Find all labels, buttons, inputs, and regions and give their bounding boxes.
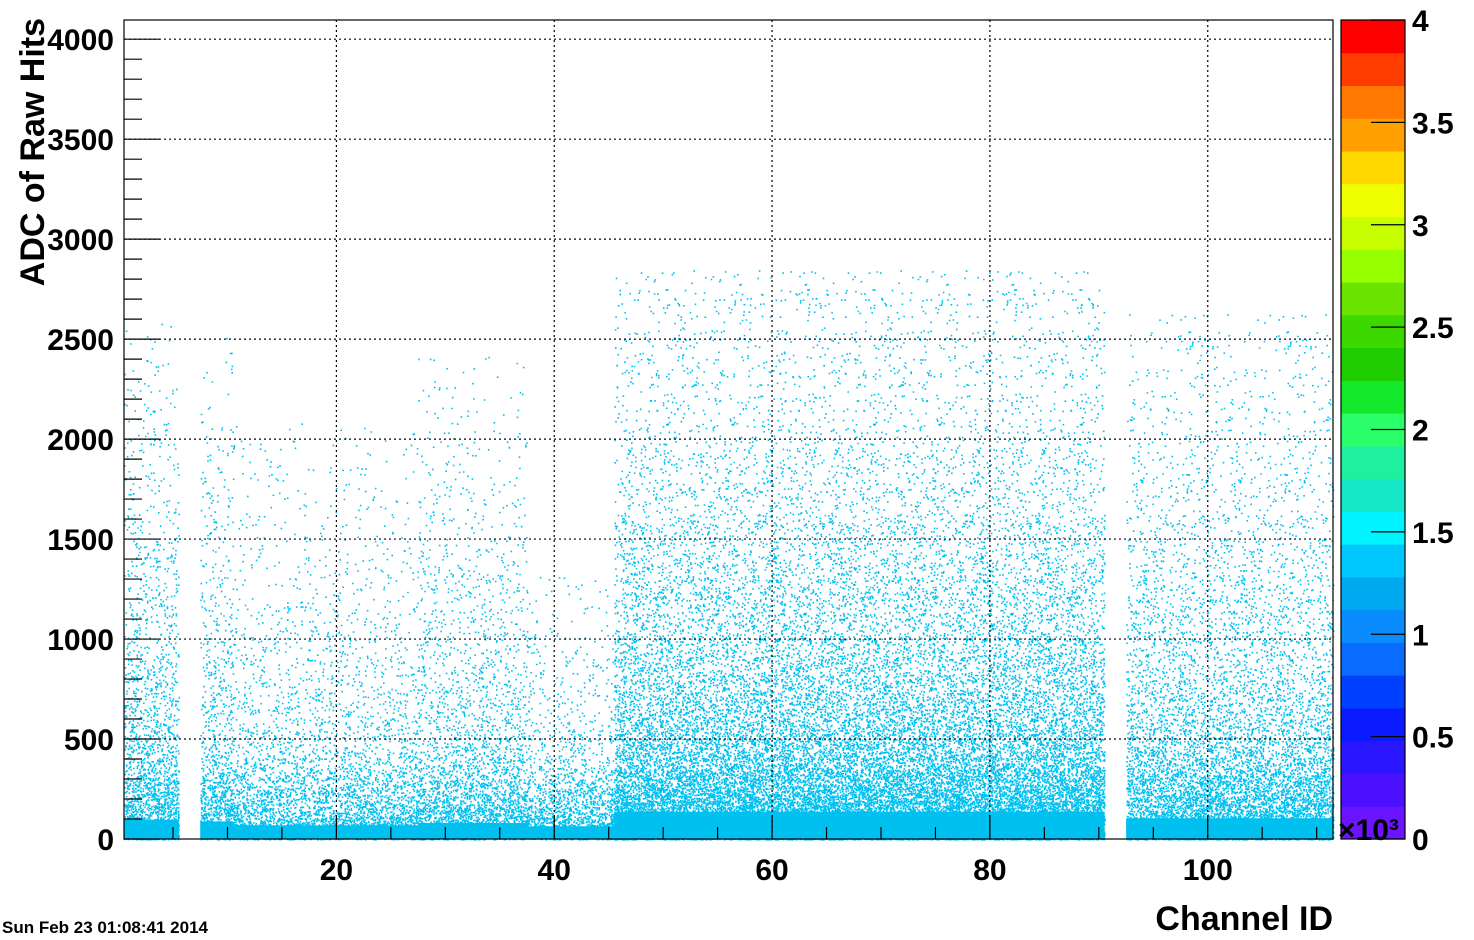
raw-hits-scatter <box>124 270 1335 841</box>
y-axis: 0 500 1000 1500 2000 2500 3000 3500 4000 <box>47 24 114 857</box>
colorbar-segment <box>1341 249 1405 283</box>
colorbar-segment <box>1341 544 1405 578</box>
x-tick-label: 20 <box>320 854 353 887</box>
colorbar-segment <box>1341 642 1405 676</box>
y-axis-label: ADC of Raw Hits <box>14 18 52 286</box>
x-tick-label: 40 <box>538 854 571 887</box>
x-axis-label: Channel ID <box>1155 900 1333 938</box>
colorbar-segment <box>1341 118 1405 152</box>
colorbar-segment <box>1341 282 1405 316</box>
plot-area <box>123 19 1335 841</box>
y-tick-label: 2500 <box>47 324 114 357</box>
colorbar-segment <box>1341 806 1405 840</box>
colorbar-segment <box>1341 707 1405 742</box>
y-tick-label: 4000 <box>47 24 114 57</box>
colorbar-segment <box>1341 445 1405 480</box>
colorbar-segment <box>1341 52 1405 87</box>
grid-lines <box>124 20 1333 839</box>
colorbar-segment <box>1341 380 1405 414</box>
colorbar-segment <box>1341 85 1405 119</box>
colorbar-tick-label: 1 <box>1412 619 1429 652</box>
x-tick-label: 80 <box>973 854 1006 887</box>
colorbar-segment <box>1341 314 1405 349</box>
colorbar-tick-label: 1.5 <box>1412 517 1454 550</box>
y-tick-label: 2000 <box>47 424 114 457</box>
timestamp: Sun Feb 23 01:08:41 2014 <box>2 918 209 937</box>
colorbar-segment <box>1341 347 1405 381</box>
colorbar-multiplier: ×10³ <box>1338 814 1399 847</box>
y-tick-label: 3000 <box>47 224 114 257</box>
colorbar-segment <box>1341 609 1405 643</box>
x-tick-label: 100 <box>1183 854 1233 887</box>
y-tick-label: 500 <box>64 724 114 757</box>
y-tick-label: 1500 <box>47 524 114 557</box>
y-axis-minor-ticks <box>124 38 160 840</box>
colorbar-tick-label: 3.5 <box>1412 107 1454 140</box>
colorbar-segment <box>1341 478 1405 512</box>
colorbar-segment <box>1341 20 1405 54</box>
colorbar-tick-label: 0 <box>1412 824 1429 857</box>
colorbar-segment <box>1341 740 1405 774</box>
colorbar-segment <box>1341 216 1405 250</box>
x-tick-label: 60 <box>755 854 788 887</box>
colorbar-segment <box>1341 151 1405 185</box>
colorbar-tick-label: 2 <box>1412 415 1429 448</box>
colorbar-segment <box>1341 183 1405 218</box>
x-axis: 20 40 60 80 100 <box>320 854 1233 887</box>
colorbar-segment <box>1341 511 1405 545</box>
y-tick-label: 3500 <box>47 124 114 157</box>
colorbar-segment <box>1341 576 1405 611</box>
colorbar-tick-label: 0.5 <box>1412 722 1454 755</box>
colorbar-tick-label: 3 <box>1412 210 1429 243</box>
colorbar-tick-label: 4 <box>1412 5 1429 38</box>
colorbar-segment <box>1341 773 1405 807</box>
y-tick-label: 0 <box>97 824 114 857</box>
y-tick-label: 1000 <box>47 624 114 657</box>
plot-frame <box>123 19 1334 840</box>
colorbar-segment <box>1341 675 1405 709</box>
hit-points <box>124 270 1335 841</box>
colorbar: 0 0.5 1 1.5 2 2.5 3 3.5 4 ×10³ <box>1338 5 1454 857</box>
plot-background <box>124 20 1333 839</box>
colorbar-tick-label: 2.5 <box>1412 312 1454 345</box>
x-axis-minor-ticks <box>172 815 1318 839</box>
